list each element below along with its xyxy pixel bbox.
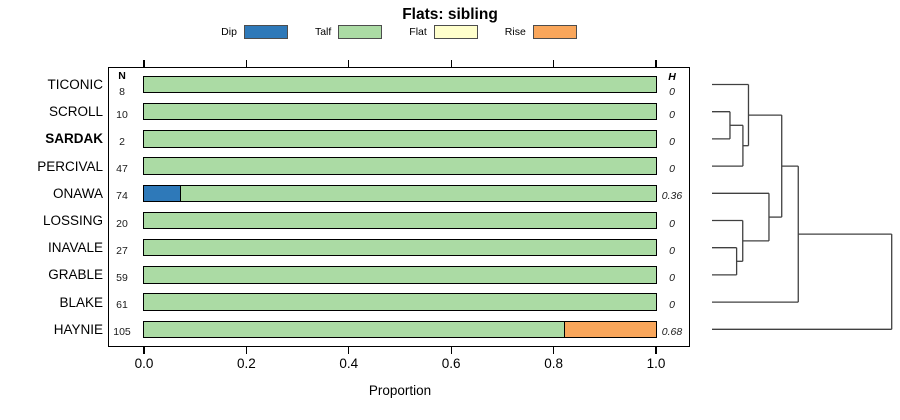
counts-column-header: N [118, 70, 126, 82]
legend: Dip Talf Flat Rise [108, 25, 690, 39]
row-label-blake: BLAKE [59, 294, 103, 310]
entropy-value: 0 [669, 217, 675, 230]
count-value: 8 [119, 85, 125, 98]
entropy-value: 0 [669, 135, 675, 148]
bar-segment-dip [144, 185, 180, 202]
chart-title: Flats: sibling [402, 6, 498, 23]
legend-label: Dip [221, 26, 237, 38]
count-value: 47 [116, 163, 128, 176]
x-axis-label: Proportion [368, 383, 432, 398]
legend-item-dip: Dip [221, 25, 288, 39]
count-value: 59 [116, 271, 128, 284]
count-value: 105 [113, 326, 131, 339]
count-value: 2 [119, 135, 125, 148]
bar-haynie [143, 320, 657, 339]
axis-tick-label: 0.2 [237, 356, 256, 371]
legend-swatch [433, 25, 478, 39]
entropy-value: 0 [669, 244, 675, 257]
bar-scroll [143, 102, 657, 121]
axis-tick [245, 60, 248, 67]
bar-ticonic [143, 75, 657, 94]
row-label-scroll: SCROLL [48, 104, 103, 120]
plot-frame [108, 67, 690, 347]
legend-item-flat: Flat [409, 25, 478, 39]
bar-segment-talf [144, 103, 656, 120]
bar-lossing [143, 211, 657, 230]
axis-tick-label: 0.6 [441, 356, 461, 371]
legend-item-rise: Rise [505, 25, 577, 39]
bar-segment-talf [144, 239, 656, 256]
legend-swatch [243, 25, 288, 39]
bar-segment-talf [144, 321, 564, 338]
axis-tick-label: 0.0 [134, 356, 154, 371]
count-value: 61 [116, 299, 128, 312]
entropy-value: 0.68 [661, 326, 683, 339]
bar-segment-talf [144, 212, 656, 229]
legend-label: Flat [409, 26, 427, 38]
axis-tick [143, 60, 145, 67]
bar-segment-talf [144, 131, 656, 147]
bar-blake [143, 293, 657, 311]
axis-tick [348, 60, 350, 67]
count-value: 10 [116, 108, 128, 121]
row-label-lossing: LOSSING [42, 213, 103, 228]
row-label-onawa: ONAWA [53, 185, 103, 201]
axis-tick [450, 60, 452, 67]
entropy-value: 0 [669, 299, 675, 312]
legend-label: Talf [314, 26, 332, 38]
bar-segment-talf [144, 294, 656, 310]
entropy-column-header: H [668, 71, 676, 83]
bar-segment-rise [563, 321, 656, 338]
axis-tick [552, 347, 555, 354]
row-label-ticonic: TICONIC [47, 77, 104, 92]
entropy-value: 0 [669, 271, 675, 284]
count-value: 20 [116, 217, 128, 230]
entropy-value: 0.36 [661, 190, 683, 203]
legend-item-talf: Talf [314, 25, 383, 39]
axis-tick [143, 347, 145, 354]
count-value: 27 [116, 244, 128, 257]
axis-tick-label: 0.8 [544, 356, 563, 371]
count-value: 74 [116, 190, 128, 203]
bar-grable [143, 266, 657, 284]
legend-swatch [338, 25, 383, 39]
bar-onawa [143, 184, 657, 203]
axis-tick [245, 347, 248, 354]
entropy-value: 0 [669, 85, 675, 98]
row-label-haynie: HAYNIE [53, 321, 103, 337]
axis-tick [348, 347, 350, 354]
row-label-percival: PERCIVAL [37, 158, 103, 174]
row-label-sardak: SARDAK [45, 131, 103, 147]
entropy-value: 0 [669, 108, 675, 121]
bar-segment-talf [144, 76, 656, 93]
axis-tick-label: 0.4 [339, 356, 359, 371]
legend-swatch [532, 25, 577, 39]
axis-tick [655, 60, 657, 67]
axis-tick [450, 347, 452, 354]
bar-segment-talf [144, 267, 656, 283]
entropy-value: 0 [669, 163, 675, 176]
bar-segment-talf [144, 158, 656, 174]
axis-tick-label: 1.0 [646, 356, 666, 371]
bar-sardak [143, 130, 657, 148]
axis-tick [552, 60, 555, 67]
bar-percival [143, 157, 657, 175]
bar-segment-talf [179, 185, 656, 202]
legend-label: Rise [504, 26, 526, 38]
axis-tick [655, 347, 657, 354]
row-label-grable: GRABLE [48, 267, 103, 283]
bar-inavale [143, 238, 657, 257]
row-label-inavale: INAVALE [47, 240, 103, 256]
